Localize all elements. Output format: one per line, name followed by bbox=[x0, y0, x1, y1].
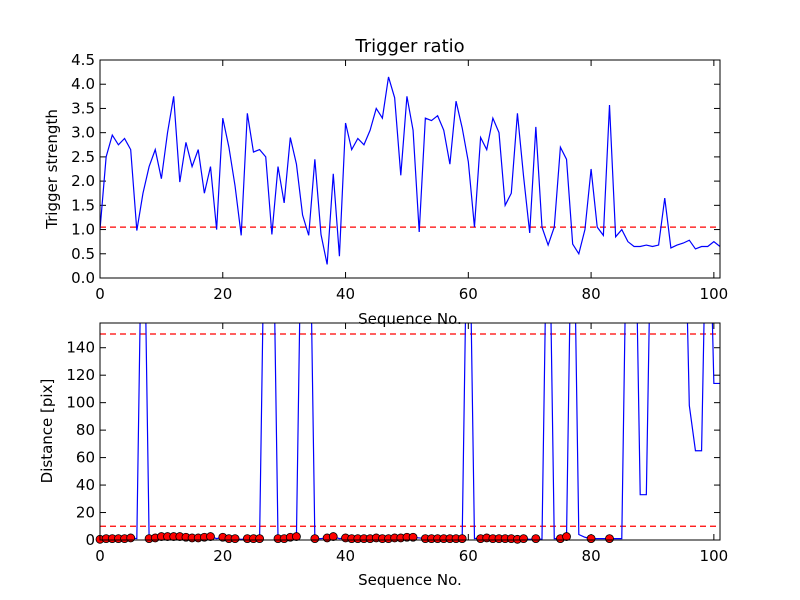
y-tick-label: 60 bbox=[76, 449, 95, 467]
distance-marker bbox=[457, 534, 467, 544]
distance-marker bbox=[562, 532, 571, 541]
bottom-axes-frame bbox=[99, 322, 721, 541]
distance-markers bbox=[95, 532, 614, 544]
distance-marker bbox=[292, 532, 301, 541]
distance-marker bbox=[408, 532, 418, 542]
bottom-xlabel: Sequence No. bbox=[358, 571, 462, 589]
y-tick-label: 2.5 bbox=[71, 148, 95, 166]
top-chart-title: Trigger ratio bbox=[354, 36, 464, 57]
y-tick-label: 0.0 bbox=[71, 269, 95, 287]
distance-chart: 0 20 40 60 80 100 0 20 40 60 80 100 120 140 Sequence … bbox=[38, 322, 728, 589]
x-tick-label: 40 bbox=[336, 285, 355, 303]
y-tick-label: 3.5 bbox=[71, 99, 95, 117]
x-tick-label: 20 bbox=[213, 285, 232, 303]
x-tick-label: 80 bbox=[582, 547, 601, 565]
top-xlabel: Sequence No. bbox=[358, 310, 462, 328]
distance-marker bbox=[310, 534, 320, 544]
y-tick-label: 4.0 bbox=[71, 75, 95, 93]
y-tick-label: 40 bbox=[76, 476, 95, 494]
distance-marker bbox=[519, 534, 528, 544]
y-tick-label: 20 bbox=[76, 504, 95, 522]
bottom-ylabel: Distance [pix] bbox=[38, 379, 56, 484]
x-tick-label: 40 bbox=[336, 547, 355, 565]
top-ticks: 0 20 40 60 80 100 0.0 0.5 1.0 1.5 2.0 2.5 3.0 3.5 4.0 4… bbox=[71, 51, 728, 303]
distance-marker bbox=[230, 534, 240, 544]
x-tick-label: 20 bbox=[213, 547, 232, 565]
y-tick-label: 1.0 bbox=[71, 221, 95, 239]
y-tick-label: 140 bbox=[66, 339, 95, 357]
y-tick-label: 0.5 bbox=[71, 245, 95, 263]
y-tick-label: 1.5 bbox=[71, 196, 95, 214]
trigger-ratio-chart: Trigger ratio 0 20 40 60 80 100 0.0 0.5 1.0 1.5 2.… bbox=[43, 36, 728, 328]
y-tick-label: 4.5 bbox=[71, 51, 95, 69]
x-tick-label: 100 bbox=[700, 547, 729, 565]
distance-marker bbox=[328, 532, 338, 541]
bottom-ticks: 0 20 40 60 80 100 0 20 40 60 80 100 120 140 bbox=[66, 323, 728, 565]
distance-marker bbox=[605, 534, 614, 544]
top-axes-frame bbox=[99, 59, 721, 279]
y-tick-label: 100 bbox=[66, 394, 95, 412]
trigger-strength-line bbox=[100, 76, 720, 265]
top-ylabel: Trigger strength bbox=[43, 109, 61, 230]
distance-marker bbox=[126, 533, 136, 543]
x-tick-label: 0 bbox=[95, 547, 105, 565]
y-tick-label: 2.0 bbox=[71, 172, 95, 190]
x-tick-label: 60 bbox=[459, 547, 478, 565]
y-tick-label: 120 bbox=[66, 366, 95, 384]
y-tick-label: 0 bbox=[85, 531, 95, 549]
x-tick-label: 80 bbox=[582, 285, 601, 303]
y-tick-label: 3.0 bbox=[71, 124, 95, 142]
y-tick-label: 80 bbox=[76, 421, 95, 439]
distance-marker bbox=[206, 532, 215, 541]
x-tick-label: 60 bbox=[459, 285, 478, 303]
x-tick-label: 100 bbox=[700, 285, 729, 303]
distance-marker bbox=[255, 534, 265, 544]
x-tick-label: 0 bbox=[95, 285, 105, 303]
distance-marker bbox=[586, 534, 596, 544]
distance-marker bbox=[531, 534, 541, 544]
